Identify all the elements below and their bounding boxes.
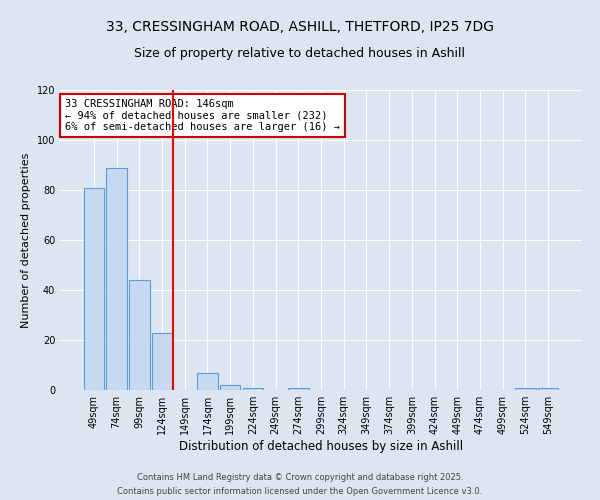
Text: 33, CRESSINGHAM ROAD, ASHILL, THETFORD, IP25 7DG: 33, CRESSINGHAM ROAD, ASHILL, THETFORD, … — [106, 20, 494, 34]
Bar — [197, 372, 218, 390]
Bar — [106, 168, 127, 390]
Text: Contains public sector information licensed under the Open Government Licence v3: Contains public sector information licen… — [118, 488, 482, 496]
Bar — [242, 388, 263, 390]
Text: 33 CRESSINGHAM ROAD: 146sqm
← 94% of detached houses are smaller (232)
6% of sem: 33 CRESSINGHAM ROAD: 146sqm ← 94% of det… — [65, 99, 340, 132]
Bar — [538, 388, 558, 390]
Text: Contains HM Land Registry data © Crown copyright and database right 2025.: Contains HM Land Registry data © Crown c… — [137, 472, 463, 482]
Bar — [220, 385, 241, 390]
Bar — [515, 388, 536, 390]
Y-axis label: Number of detached properties: Number of detached properties — [21, 152, 31, 328]
Text: Size of property relative to detached houses in Ashill: Size of property relative to detached ho… — [134, 48, 466, 60]
Bar — [84, 188, 104, 390]
Bar — [129, 280, 149, 390]
Bar — [152, 332, 172, 390]
X-axis label: Distribution of detached houses by size in Ashill: Distribution of detached houses by size … — [179, 440, 463, 453]
Bar — [288, 388, 308, 390]
